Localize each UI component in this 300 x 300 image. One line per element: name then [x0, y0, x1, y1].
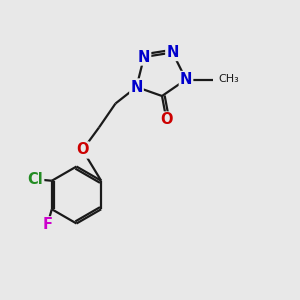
Text: N: N [130, 80, 143, 94]
Text: O: O [76, 142, 89, 158]
Text: Cl: Cl [27, 172, 43, 187]
Text: F: F [42, 217, 52, 232]
Text: N: N [180, 72, 192, 87]
Text: O: O [160, 112, 173, 128]
Text: CH₃: CH₃ [218, 74, 239, 85]
Text: N: N [166, 45, 179, 60]
Text: N: N [138, 50, 150, 64]
